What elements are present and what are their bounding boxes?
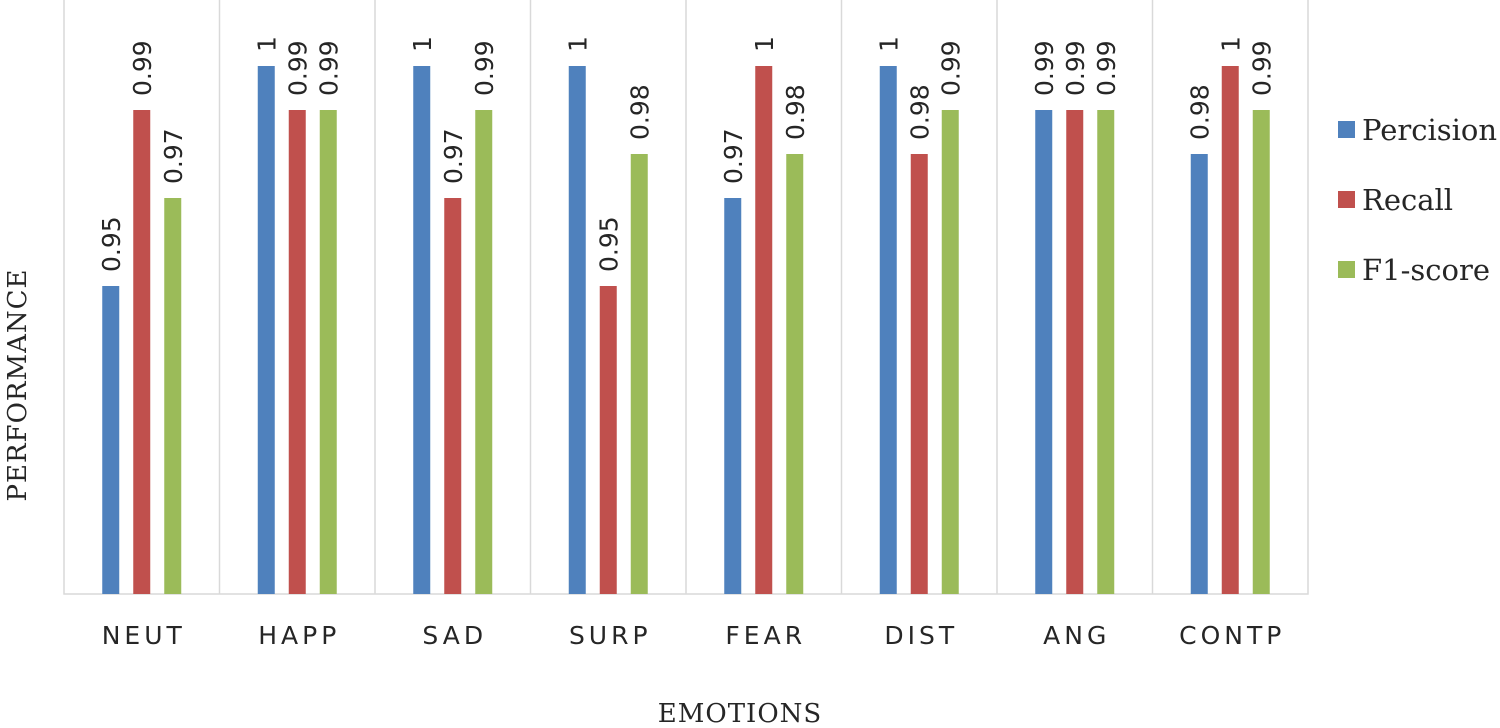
data-label: 0.99	[1092, 40, 1121, 96]
data-label: 0.98	[905, 84, 934, 140]
data-label: 0.99	[283, 40, 312, 96]
data-label: 0.97	[439, 128, 468, 184]
x-tick-label: SURP	[569, 621, 652, 650]
x-axis-ticks: NEUT HAPP SAD SURP FEAR DIST ANG CONTP	[102, 621, 1285, 650]
bar-f1-score-dist	[941, 110, 959, 594]
bar-recall-ang	[1066, 110, 1084, 594]
data-label: 0.99	[128, 40, 157, 96]
x-tick-label: HAPP	[258, 621, 340, 650]
x-tick-label: DIST	[884, 621, 958, 650]
data-label: 1	[408, 36, 437, 52]
bars-group	[102, 66, 1270, 594]
bar-percision-neut	[102, 286, 120, 594]
legend: Percision Recall F1-score	[1338, 113, 1497, 287]
bar-f1-score-ang	[1097, 110, 1115, 594]
bar-percision-happ	[257, 66, 275, 594]
legend-swatch-recall	[1338, 191, 1355, 208]
legend-swatch-f1-score	[1338, 261, 1355, 278]
data-label: 0.99	[470, 40, 499, 96]
bar-f1-score-sad	[475, 110, 493, 594]
data-label: 0.99	[1061, 40, 1090, 96]
data-label: 1	[252, 36, 281, 52]
legend-label-percision: Percision	[1362, 113, 1497, 147]
data-label: 0.99	[1030, 40, 1059, 96]
x-tick-label: CONTP	[1179, 621, 1285, 650]
bar-percision-surp	[568, 66, 586, 594]
data-label: 0.97	[719, 128, 748, 184]
data-labels-group: 0.950.990.971 0.99 0.99 10.970.99 10.950.980…	[97, 36, 1277, 272]
bar-percision-sad	[413, 66, 431, 594]
bar-f1-score-neut	[164, 198, 182, 594]
bar-f1-score-surp	[630, 154, 648, 594]
x-tick-label: ANG	[1043, 621, 1110, 650]
bar-recall-neut	[133, 110, 151, 594]
legend-label-recall: Recall	[1362, 183, 1453, 217]
data-label: 1	[1216, 36, 1245, 52]
bar-recall-fear	[755, 66, 773, 594]
x-tick-label: SAD	[422, 621, 487, 650]
data-label: 0.98	[781, 84, 810, 140]
bar-f1-score-contp	[1252, 110, 1270, 594]
data-label: 1	[874, 36, 903, 52]
data-label: 0.99	[936, 40, 965, 96]
data-label: 0.98	[625, 84, 654, 140]
bar-percision-ang	[1035, 110, 1053, 594]
bar-f1-score-happ	[319, 110, 337, 594]
data-label: 0.97	[159, 128, 188, 184]
y-axis-title: PERFORMANCE	[3, 268, 33, 501]
data-label: 1	[563, 36, 592, 52]
bar-percision-fear	[724, 198, 742, 594]
bar-f1-score-fear	[786, 154, 804, 594]
plot-area	[63, 0, 1309, 595]
bar-percision-contp	[1190, 154, 1208, 594]
data-label: 0.98	[1185, 84, 1214, 140]
bar-recall-contp	[1221, 66, 1239, 594]
x-axis-title: EMOTIONS	[658, 699, 822, 728]
bar-recall-dist	[910, 154, 928, 594]
legend-label-f1-score: F1-score	[1362, 253, 1490, 287]
data-label: 0.99	[314, 40, 343, 96]
bar-recall-surp	[599, 286, 617, 594]
bar-recall-happ	[288, 110, 306, 594]
data-label: 0.95	[594, 216, 623, 272]
x-tick-label: FEAR	[725, 621, 806, 650]
bar-recall-sad	[444, 198, 462, 594]
data-label: 0.99	[1247, 40, 1276, 96]
data-label: 0.95	[97, 216, 126, 272]
bar-percision-dist	[879, 66, 897, 594]
data-label: 1	[750, 36, 779, 52]
legend-swatch-percision	[1338, 121, 1355, 138]
x-tick-label: NEUT	[102, 621, 186, 650]
